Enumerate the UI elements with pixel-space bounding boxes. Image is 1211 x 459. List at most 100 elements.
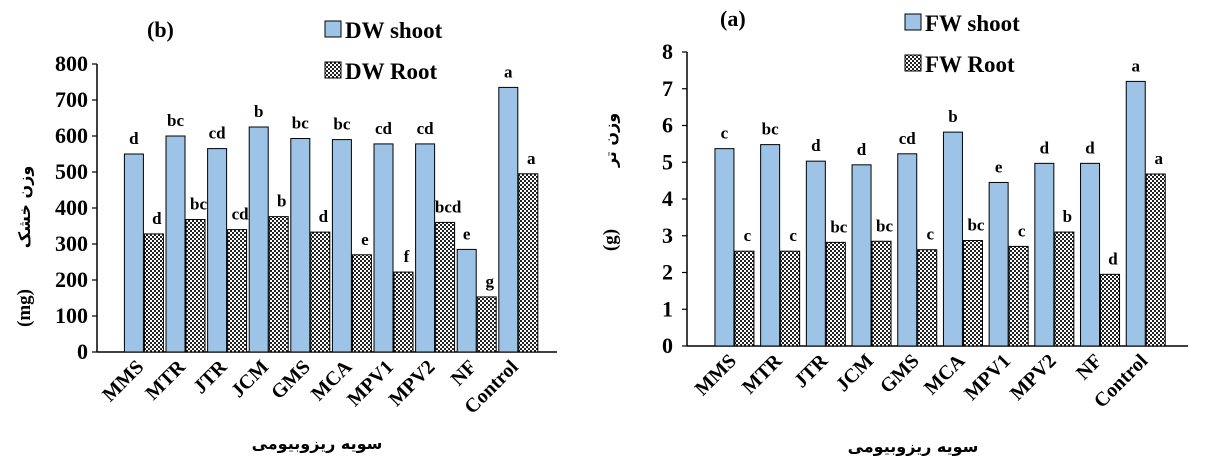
panel-a-bar-shoot-GMS — [897, 153, 918, 347]
panel-b-sig-letter-root: bcd — [435, 197, 462, 216]
panel-b-ytick-label: 600 — [55, 123, 88, 148]
panel-a-sig-letter-root: a — [1154, 149, 1163, 168]
panel-a-sig-letter-shoot: d — [857, 140, 867, 159]
panel-a-sig-letter-root: bc — [876, 216, 893, 235]
legend-dw-shoot-swatch — [324, 20, 342, 38]
panel-a-sig-letter-shoot: d — [1040, 138, 1050, 157]
panel-a-sig-letter-root: c — [789, 226, 797, 245]
panel-a-bar-root-MPV2 — [1054, 231, 1075, 347]
panel-b-bar-root-MMS — [143, 233, 164, 353]
panel-a-sig-letter-shoot: bc — [762, 120, 779, 139]
panel-a-sig-letter-root: c — [744, 226, 752, 245]
panel-a-sig-letter-root: bc — [830, 217, 847, 236]
panel-a-bar-shoot-MPV2 — [1034, 162, 1055, 347]
panel-b-ytick-label: 500 — [55, 159, 88, 184]
legend-dw-shoot-label: DW shoot — [345, 18, 443, 43]
panel-a-sig-letter-root: c — [1018, 221, 1026, 240]
panel-a-ytick-label: 6 — [662, 113, 673, 138]
panel-b-bar-shoot-MPV1 — [373, 143, 394, 353]
panel-b-sig-letter-shoot: e — [463, 224, 471, 243]
panel-b-bar-shoot-Control — [498, 86, 519, 353]
panel-a-ylabel-farsi: وزن تر — [601, 113, 620, 168]
panel-a-ytick-label: 5 — [662, 149, 673, 174]
panel-b-xtick-label: MMS — [98, 356, 148, 406]
panel-b-sig-letter-root: g — [485, 272, 494, 291]
panel-a-sig-letter-root: d — [1108, 249, 1118, 268]
panel-b-bar-shoot-NF — [456, 248, 477, 353]
panel-b-bar-shoot-MCA — [331, 139, 352, 353]
panel-a-sig-letter-shoot: d — [811, 136, 821, 155]
panel-b-xtick-label: MPV2 — [385, 356, 440, 411]
panel-b-sig-letter-root: bc — [190, 195, 207, 214]
legend-dw-root-swatch — [324, 61, 342, 79]
panel-a-sig-letter-shoot: d — [1085, 138, 1095, 157]
legend-dw-root-label: DW Root — [345, 59, 438, 84]
panel-b-sig-letter-shoot: bc — [292, 114, 309, 133]
panel-a-bar-root-JCM — [871, 240, 892, 347]
panel-b-sig-letter-root: f — [404, 247, 410, 266]
panel-a-ytick-label: 0 — [662, 333, 673, 358]
panel-a-bar-shoot-NF — [1080, 162, 1101, 347]
panel-b-xtick-label: JCM — [227, 356, 273, 402]
panel-a-ytick-label: 8 — [662, 39, 673, 64]
panel-a-ylabel-latin: (g) — [600, 229, 621, 251]
panel-a-ytick-label: 1 — [662, 296, 673, 321]
panel-b-xtick-label: GMS — [267, 356, 315, 404]
panel-a-sig-letter-root: bc — [967, 216, 984, 235]
panel-a-xtick-label: GMS — [876, 350, 924, 398]
legend-fw-root-swatch — [904, 54, 922, 72]
panel-a-bar-root-Control — [1145, 173, 1166, 347]
panel-b-sig-letter-shoot: cd — [375, 119, 393, 138]
panel-a-bar-root-MCA — [962, 240, 983, 347]
panel-b-xtick-label: JTR — [189, 356, 232, 399]
panel-b-sig-letter-root: d — [152, 209, 162, 228]
panel-a-ytick-label: 3 — [662, 223, 673, 248]
panel-a-xlabel: سویه ریزوبیومی — [848, 437, 979, 456]
panel-b-bar-root-Control — [518, 173, 539, 353]
panel-b-xtick-label: NF — [447, 356, 481, 390]
panel-b-sig-letter-root: cd — [232, 205, 250, 224]
panel-b-ytick-label: 200 — [55, 267, 88, 292]
panel-b-bar-shoot-JCM — [248, 126, 269, 353]
panel-a-bar-shoot-JTR — [805, 160, 826, 347]
panel-b-bar-shoot-MTR — [165, 135, 186, 353]
panel-b-ytick-label: 400 — [55, 195, 88, 220]
panel-a-bar-shoot-MTR — [760, 144, 781, 347]
panel-b-sig-letter-root: d — [319, 207, 329, 226]
panel-b-sig-letter-root: e — [361, 230, 369, 249]
legend-fw-shoot-label: FW shoot — [925, 11, 1020, 36]
panel-b-bar-root-JTR — [227, 229, 248, 353]
panel-b-ytick-label: 800 — [55, 51, 88, 76]
panel-a-bar-shoot-MMS — [714, 148, 735, 347]
panel-a-bar-shoot-JCM — [851, 164, 872, 347]
panel-b-bar-shoot-MMS — [123, 153, 144, 353]
panel-a-sig-letter-shoot: a — [1131, 56, 1140, 75]
panel-b-sig-letter-shoot: bc — [167, 111, 184, 130]
panel-a-xtick-label: NF — [1072, 350, 1106, 384]
panel-a-sig-letter-shoot: b — [948, 107, 957, 126]
panel-b-sig-letter-shoot: b — [254, 102, 263, 121]
panel-a-sig-letter-shoot: e — [995, 157, 1003, 176]
panel-a-ytick-label: 2 — [662, 260, 673, 285]
panel-b-bar-root-GMS — [310, 231, 331, 353]
panel-a-xtick-label: MMS — [691, 350, 741, 400]
panel-a-bar-root-NF — [1100, 273, 1121, 347]
panel-a-bar-root-MMS — [734, 250, 755, 347]
panel-b-ylabel-latin: (mg) — [14, 289, 35, 327]
panel-a-bar-root-MTR — [780, 250, 801, 347]
panel-b-bar-shoot-GMS — [290, 138, 311, 353]
plot-layer: 0100200300400500600700800ddMMSbcbcMTRcdc… — [55, 39, 1188, 418]
panel-b-sig-letter-shoot: d — [129, 129, 139, 148]
panel-a-sig-letter-root: b — [1063, 207, 1072, 226]
panel-b-xtick-label: MTR — [141, 356, 190, 405]
panel-a-label: (a) — [720, 6, 746, 31]
panel-b-ytick-label: 0 — [77, 339, 88, 364]
panel-b-sig-letter-root: a — [527, 149, 536, 168]
panel-b-ytick-label: 300 — [55, 231, 88, 256]
panel-b-sig-letter-shoot: a — [504, 62, 513, 81]
panel-b-sig-letter-shoot: cd — [209, 124, 227, 143]
panel-b-label: (b) — [147, 17, 174, 42]
panel-b-bar-root-MPV1 — [393, 271, 414, 353]
legend-fw-root-label: FW Root — [925, 52, 1015, 77]
